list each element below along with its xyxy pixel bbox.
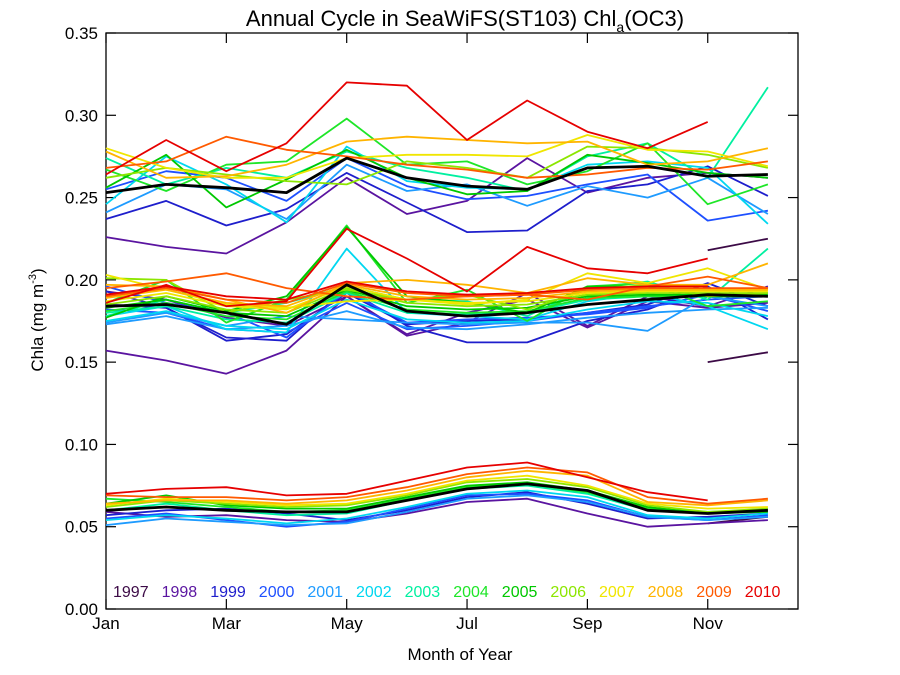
y-tick-label: 0.20 [65,271,98,290]
legend-entry-1998: 1998 [162,584,198,601]
series-line-2006-bottom [105,478,768,513]
series-line-1997-upper [707,237,769,252]
legend-entry-2000: 2000 [259,584,295,601]
y-tick-label: 0.30 [65,106,98,125]
legend-entry-2009: 2009 [696,584,732,601]
series-line-2004-lower [105,290,768,321]
y-tick-label: 0.10 [65,435,98,454]
x-tick-label: Jul [456,614,478,633]
plot-area: 0.00 0.05 0.10 0.15 0.20 0.25 0.30 0.35 Jan Mar Ma… [65,24,799,633]
x-tick-label: May [331,614,364,633]
series-line-2001-lower [105,306,768,331]
x-tick-label: Mar [212,614,242,633]
x-tick-label: Sep [572,614,602,633]
series-line-2010-bottom [105,461,708,502]
title-subscript: a [616,19,624,35]
mean-line-upper [105,156,768,195]
legend-entry-1997: 1997 [113,584,149,601]
series-line-1997-lower [707,351,769,363]
series-line-2001-bottom [105,494,768,526]
series-line-2007-bottom [105,474,768,510]
x-tick-label: Jan [92,614,119,633]
series-line-2009-lower [105,282,768,304]
y-tick-label: 0.00 [65,600,98,619]
y-axis-title-suffix: ) [28,268,47,274]
y-axis-title-main: Chla (mg m [28,284,47,372]
legend-entry-2007: 2007 [599,584,635,601]
legend-entry-2010: 2010 [745,584,781,601]
y-axis-title-superscript: -3 [27,274,39,284]
series-line-1998-bottom [105,497,768,528]
x-axis-title: Month of Year [408,645,513,664]
y-tick-label: 0.25 [65,189,98,208]
legend-entry-2004: 2004 [453,584,489,601]
series-line-2010-upper [105,81,709,176]
y-tick-label: 0.05 [65,518,98,537]
series-line-2010-median [105,227,708,308]
series-line-2002-upper [105,145,769,225]
x-tick-label: Nov [693,614,724,633]
title-main: Annual Cycle in SeaWiFS(ST103) Chl [246,6,616,31]
series-line-2008-bottom [105,469,768,507]
legend-entry-2008: 2008 [648,584,684,601]
series-line-1998-upper [105,157,768,255]
legend-entry-2001: 2001 [307,584,343,601]
legend-entry-2005: 2005 [502,584,538,601]
mean-line-median [105,283,768,326]
series-line-2002-lower [105,298,769,331]
series-line-2008-upper [105,135,769,179]
series-line-2009-bottom [105,466,768,505]
series-line-2004-bottom [105,482,768,513]
series-line-2002-bottom [105,489,768,525]
series-line-2004-upper [105,117,769,206]
y-axis-title: Chla (mg m-3) [27,268,47,371]
chart-title: Annual Cycle in SeaWiFS(ST103) Chla(OC3) [246,6,684,35]
series-line-2010-lower [105,280,708,301]
legend-entry-2006: 2006 [550,584,586,601]
series-line-2009-median [105,272,769,301]
mean-line-bottom [105,482,768,515]
y-tick-label: 0.15 [65,353,98,372]
y-tick-label: 0.35 [65,24,98,43]
legend-entry-2002: 2002 [356,584,392,601]
title-suffix: (OC3) [624,6,684,31]
legend-entry-1999: 1999 [210,584,246,601]
legend-entry-2003: 2003 [405,584,441,601]
